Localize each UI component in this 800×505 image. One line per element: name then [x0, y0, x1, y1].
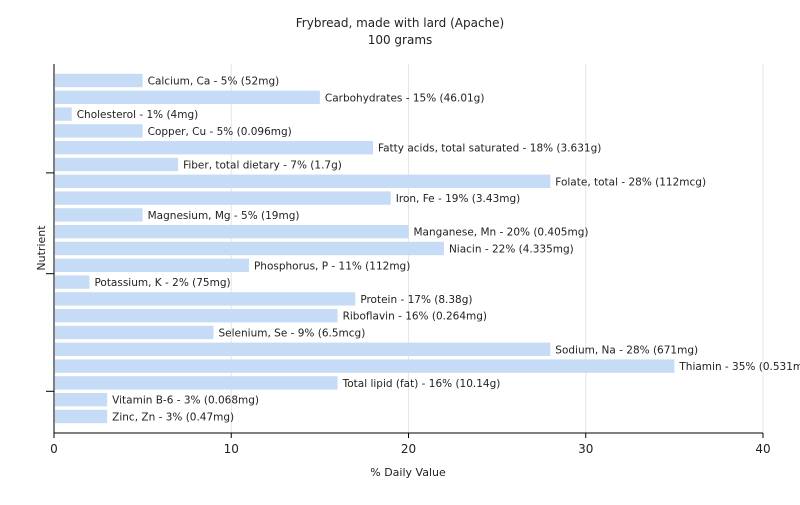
bar: [55, 359, 675, 373]
bar: [55, 376, 338, 390]
bar-label: Selenium, Se - 9% (6.5mcg): [219, 328, 366, 340]
bar: [55, 141, 374, 155]
bar: [55, 73, 143, 88]
bar: [55, 107, 72, 121]
y-axis-title: Nutrient: [35, 225, 48, 271]
bar: [55, 241, 444, 256]
bar-label: Total lipid (fat) - 16% (10.14g): [342, 378, 501, 390]
bar: [55, 393, 108, 407]
axes: 0 10 20 30 40: [46, 64, 771, 456]
bar-label: Fatty acids, total saturated - 18% (3.63…: [378, 143, 601, 155]
bar: [55, 309, 338, 323]
bar: [55, 325, 214, 340]
x-tick-label: 40: [755, 442, 770, 456]
bar: [55, 258, 249, 272]
bar: [55, 157, 179, 172]
bar-label: Cholesterol - 1% (4mg): [77, 109, 199, 121]
bar-label: Fiber, total dietary - 7% (1.7g): [183, 160, 342, 172]
bar-label: Folate, total - 28% (112mcg): [555, 176, 706, 188]
x-axis-title: % Daily Value: [370, 466, 446, 479]
bar-label: Phosphorus, P - 11% (112mg): [254, 260, 410, 272]
bars: [55, 73, 675, 424]
bar-label: Niacin - 22% (4.335mg): [449, 244, 574, 256]
x-tick-label: 0: [50, 442, 58, 456]
bar-label: Copper, Cu - 5% (0.096mg): [148, 126, 292, 138]
x-tick-label: 30: [578, 442, 593, 456]
bar: [55, 409, 108, 424]
bar-label: Vitamin B-6 - 3% (0.068mg): [112, 395, 259, 407]
x-tick-label: 10: [224, 442, 239, 456]
bar-labels: Calcium, Ca - 5% (52mg) Carbohydrates - 1…: [77, 76, 800, 424]
bar-label: Carbohydrates - 15% (46.01g): [325, 92, 485, 104]
bar: [55, 292, 356, 306]
chart-title: Frybread, made with lard (Apache): [296, 16, 504, 30]
bar-label: Zinc, Zn - 3% (0.47mg): [112, 412, 234, 424]
bar-label: Iron, Fe - 19% (3.43mg): [396, 193, 520, 205]
bar: [55, 174, 551, 188]
bar-label: Protein - 17% (8.38g): [360, 294, 472, 306]
bar: [55, 342, 551, 356]
bar-label: Riboflavin - 16% (0.264mg): [343, 311, 487, 323]
bar-label: Calcium, Ca - 5% (52mg): [148, 76, 280, 88]
x-tick-label: 20: [401, 442, 416, 456]
bar: [55, 124, 143, 138]
bar: [55, 275, 90, 289]
bar: [55, 225, 409, 239]
bar: [55, 191, 391, 205]
bar-label: Magnesium, Mg - 5% (19mg): [148, 210, 300, 222]
chart-subtitle: 100 grams: [368, 33, 433, 47]
bar: [55, 208, 143, 222]
bar-label: Potassium, K - 2% (75mg): [94, 277, 230, 289]
bar-label: Manganese, Mn - 20% (0.405mg): [414, 227, 589, 239]
bar: [55, 90, 320, 104]
bar-label: Thiamin - 35% (0.531mg): [678, 361, 800, 373]
bar-label: Sodium, Na - 28% (671mg): [555, 344, 698, 356]
